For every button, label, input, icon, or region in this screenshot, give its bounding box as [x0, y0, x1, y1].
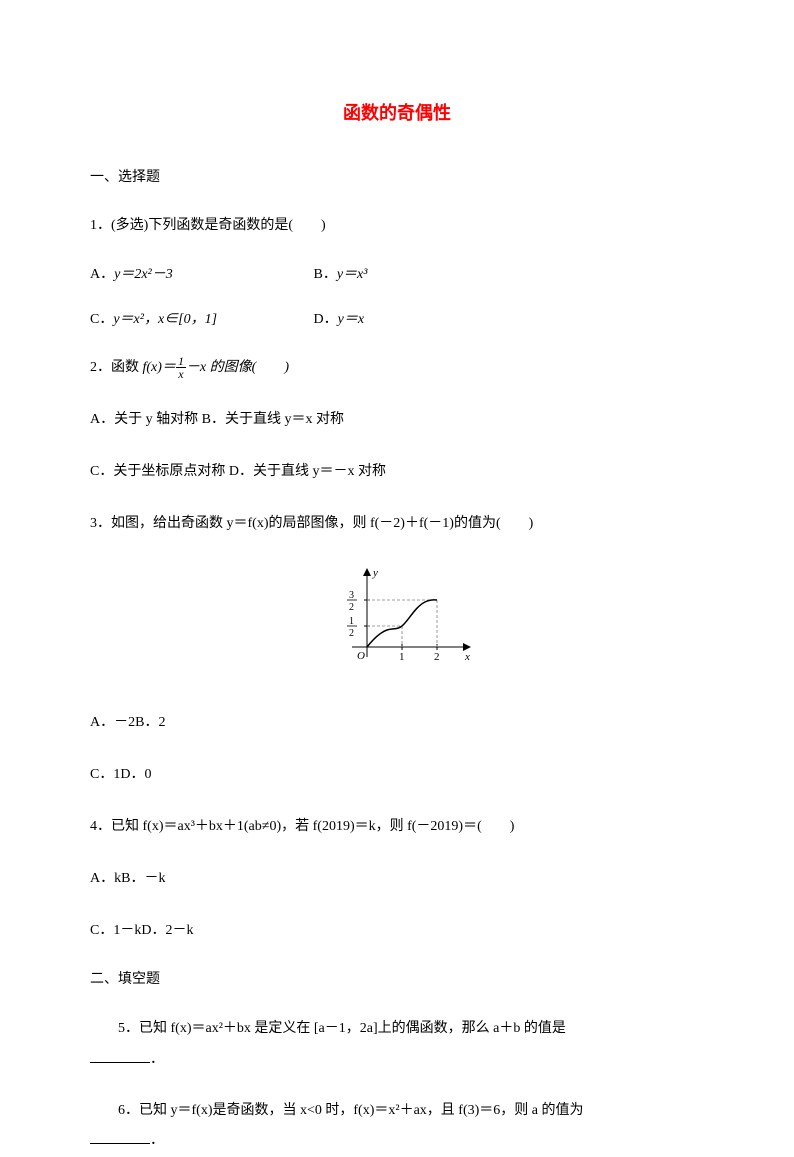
- question-4-options-row2: C．1－kD．2－k: [90, 917, 704, 945]
- question-1-options-row2: C．y＝x²，x∈[0，1] D．y＝x: [90, 309, 704, 330]
- q1-option-d: D．y＝x: [314, 309, 365, 330]
- svg-text:x: x: [464, 651, 470, 663]
- q4-option-c: C．1－k: [90, 923, 141, 938]
- function-graph: y x O 3 2 1 2 1 2: [317, 562, 477, 672]
- q3-option-b: B．2: [135, 715, 165, 730]
- question-6: 6．已知 y＝f(x)是奇函数，当 x<0 时，f(x)＝x²＋ax，且 f(3…: [90, 1096, 704, 1157]
- q4-option-a: A．k: [90, 871, 121, 886]
- q1-option-a: A．y＝2x²－3: [90, 264, 310, 285]
- q3-option-a: A．－2: [90, 715, 135, 730]
- svg-text:y: y: [372, 567, 378, 579]
- q3-option-d: D．0: [120, 767, 151, 782]
- q2-option-a: A．关于 y 轴对称: [90, 412, 198, 427]
- q3-option-c: C．1: [90, 767, 120, 782]
- svg-text:1: 1: [349, 616, 354, 627]
- q2-option-b: B．关于直线 y＝x 对称: [202, 412, 344, 427]
- svg-text:1: 1: [399, 651, 405, 663]
- svg-text:2: 2: [434, 651, 440, 663]
- q2-option-c: C．关于坐标原点对称: [90, 464, 225, 479]
- question-2-options-row1: A．关于 y 轴对称 B．关于直线 y＝x 对称: [90, 406, 704, 434]
- blank-field[interactable]: [90, 1049, 150, 1063]
- q1-option-b: B．y＝x³: [314, 264, 368, 285]
- graph-container: y x O 3 2 1 2 1 2: [90, 562, 704, 679]
- question-2-stem: 2．函数 f(x)＝1x－x 的图像( ): [90, 354, 704, 382]
- section-2-header: 二、填空题: [90, 969, 704, 990]
- question-1-options-row1: A．y＝2x²－3 B．y＝x³: [90, 264, 704, 285]
- question-3-stem: 3．如图，给出奇函数 y＝f(x)的局部图像，则 f(－2)＋f(－1)的值为(…: [90, 510, 704, 538]
- question-3-options-row1: A．－2B．2: [90, 709, 704, 737]
- svg-text:2: 2: [349, 628, 354, 639]
- blank-field[interactable]: [90, 1130, 150, 1144]
- question-5: 5．已知 f(x)＝ax²＋bx 是定义在 [a－1，2a]上的偶函数，那么 a…: [90, 1014, 704, 1076]
- q4-option-b: B．－k: [121, 871, 165, 886]
- question-4-options-row1: A．kB．－k: [90, 865, 704, 893]
- question-3-options-row2: C．1D．0: [90, 761, 704, 789]
- fraction-icon: 1x: [176, 355, 186, 380]
- svg-text:2: 2: [349, 602, 354, 613]
- q1-option-c: C．y＝x²，x∈[0，1]: [90, 309, 310, 330]
- svg-text:O: O: [357, 650, 365, 662]
- question-2-options-row2: C．关于坐标原点对称 D．关于直线 y＝－x 对称: [90, 458, 704, 486]
- question-4-stem: 4．已知 f(x)＝ax³＋bx＋1(ab≠0)，若 f(2019)＝k，则 f…: [90, 813, 704, 841]
- page-title: 函数的奇偶性: [90, 100, 704, 127]
- svg-text:3: 3: [349, 590, 354, 601]
- question-1-stem: 1．(多选)下列函数是奇函数的是( ): [90, 212, 704, 240]
- q2-option-d: D．关于直线 y＝－x 对称: [229, 464, 386, 479]
- q4-option-d: D．2－k: [141, 923, 193, 938]
- section-1-header: 一、选择题: [90, 167, 704, 188]
